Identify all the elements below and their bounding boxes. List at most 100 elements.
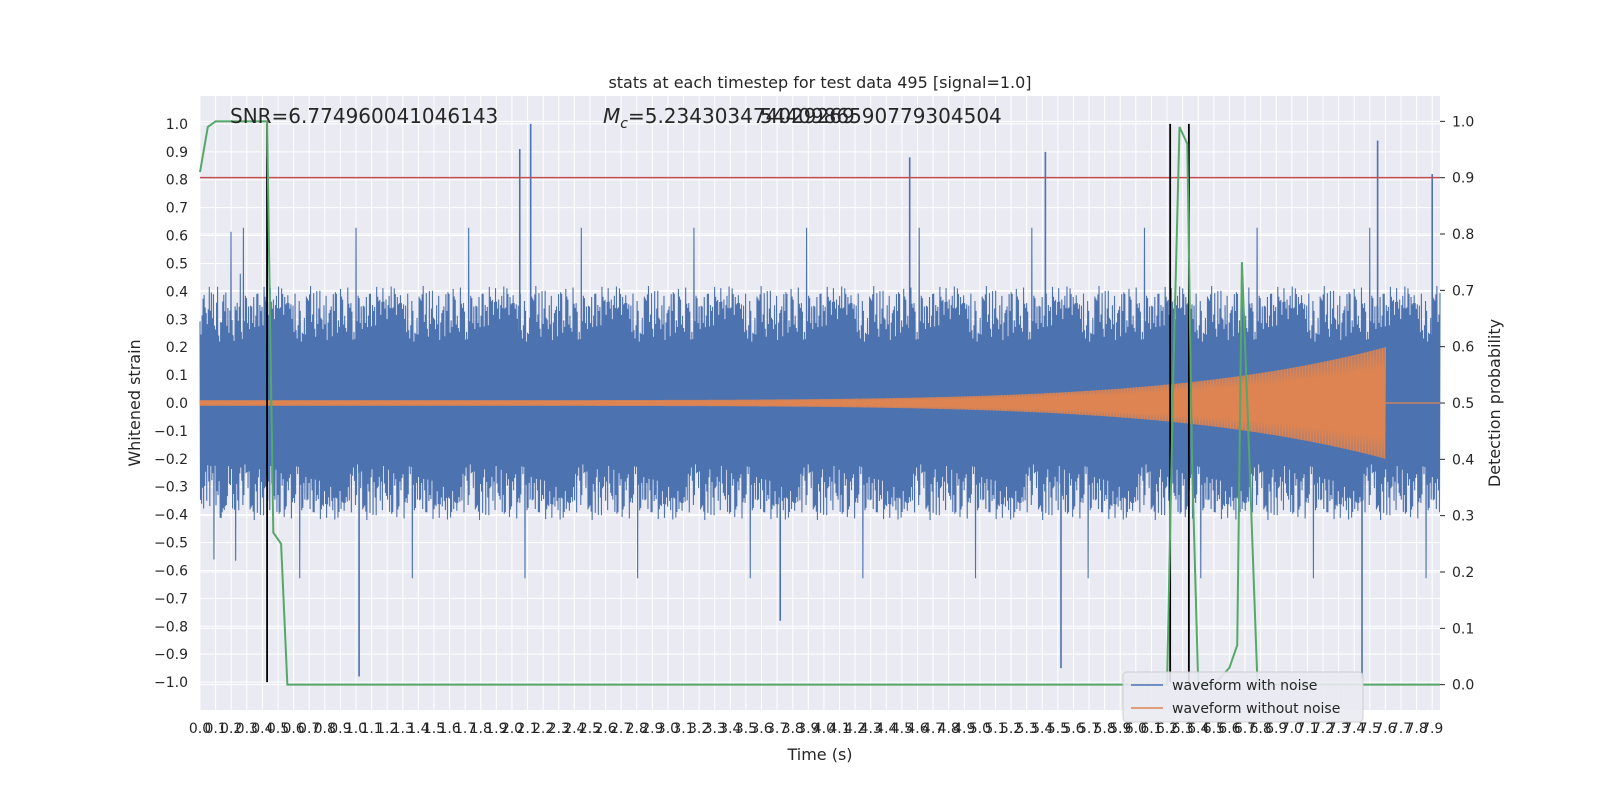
y-tick-label: 0.3 — [166, 312, 188, 328]
x-tick-label: 3.9 — [797, 721, 819, 737]
noise-waveform-line — [199, 227, 1441, 579]
y-tick-label: −0.1 — [154, 424, 188, 440]
x-tick-label: 3.0 — [657, 721, 679, 737]
x-tick-label: 0.5 — [267, 721, 289, 737]
x-tick-label: 7.0 — [1281, 721, 1303, 737]
y-tick-label: 0.0 — [166, 396, 188, 412]
x-tick-label: 4.3 — [860, 721, 882, 737]
x-tick-label: 6.9 — [1265, 721, 1287, 737]
x-tick-label: 4.1 — [828, 721, 850, 737]
x-tick-label: 2.0 — [501, 721, 523, 737]
y2-tick-label: 0.9 — [1452, 171, 1474, 187]
probability-series-layer — [199, 120, 1440, 686]
x-tick-label: 5.9 — [1109, 721, 1131, 737]
x-tick-label: 7.5 — [1359, 721, 1381, 737]
x-tick-label: 1.2 — [376, 721, 398, 737]
y-tick-label: −0.8 — [154, 619, 188, 635]
y-tick-label: −0.5 — [154, 536, 188, 552]
x-tick-label: 0.4 — [251, 721, 273, 737]
x-tick-label: 4.8 — [938, 721, 960, 737]
x-tick-label: 7.8 — [1405, 721, 1427, 737]
x-tick-label: 5.2 — [1000, 721, 1022, 737]
x-tick-label: 6.2 — [1156, 721, 1178, 737]
y-tick-label: 0.1 — [166, 368, 188, 384]
x-tick-label: 2.8 — [626, 721, 648, 737]
y2-tick-label: 0.7 — [1452, 283, 1474, 299]
y-tick-label: 0.5 — [166, 256, 188, 272]
x-tick-label: 5.3 — [1016, 721, 1038, 737]
x-tick-label: 7.6 — [1374, 721, 1396, 737]
legend: waveform with noise waveform without noi… — [1122, 671, 1364, 723]
y-tick-label: −0.4 — [154, 508, 188, 524]
mc-subscript: c — [620, 116, 628, 132]
x-tick-label: 7.4 — [1343, 721, 1365, 737]
y2-tick-label: 0.6 — [1452, 340, 1474, 356]
legend-box — [1122, 671, 1364, 723]
x-tick-label: 6.5 — [1203, 721, 1225, 737]
y-tick-label: −0.3 — [154, 480, 188, 496]
x-tick-label: 2.7 — [610, 721, 632, 737]
x-tick-label: 0.2 — [220, 721, 242, 737]
x-tick-label: 3.7 — [766, 721, 788, 737]
x-tick-label: 2.1 — [516, 721, 538, 737]
x-tick-label: 0.0 — [189, 721, 211, 737]
x-tick-label: 4.9 — [953, 721, 975, 737]
x-tick-label: 5.8 — [1094, 721, 1116, 737]
x-tick-label: 2.9 — [641, 721, 663, 737]
x-tick-label: 0.1 — [204, 721, 226, 737]
y-tick-label: 0.9 — [166, 145, 188, 161]
x-tick-label: 2.3 — [548, 721, 570, 737]
y-tick-label: 0.6 — [166, 229, 188, 245]
y-tick-label: −0.2 — [154, 452, 188, 468]
mc-value: =5.234303474029269 — [628, 104, 855, 128]
y2-tick-label: 0.8 — [1452, 227, 1474, 243]
x-tick-label: 3.1 — [672, 721, 694, 737]
x-tick-label: 0.7 — [298, 721, 320, 737]
x-tick-label: 0.8 — [314, 721, 336, 737]
x-tick-label: 6.1 — [1140, 721, 1162, 737]
x-tick-label: 3.5 — [735, 721, 757, 737]
x-tick-label: 5.5 — [1047, 721, 1069, 737]
y2-tick-label: 0.1 — [1452, 621, 1474, 637]
mc-symbol: M — [603, 104, 620, 128]
x-tick-label: 5.0 — [969, 721, 991, 737]
x-tick-label: 0.9 — [329, 721, 351, 737]
y2-tick-label: 0.5 — [1452, 396, 1474, 412]
x-tick-label: 3.2 — [688, 721, 710, 737]
x-tick-label: 6.4 — [1187, 721, 1209, 737]
y-tick-label: −0.9 — [154, 647, 188, 663]
y-tick-label: 0.8 — [166, 173, 188, 189]
x-tick-label: 4.2 — [844, 721, 866, 737]
x-tick-label: 0.6 — [282, 721, 304, 737]
snr-annotation: SNR=6.774960041046143 — [230, 104, 498, 128]
x-tick-label: 6.8 — [1249, 721, 1271, 737]
x-tick-label: 1.7 — [454, 721, 476, 737]
tick-labels: 0.00.10.20.30.40.50.60.70.80.91.01.11.21… — [154, 114, 1474, 737]
x-tick-label: 6.7 — [1234, 721, 1256, 737]
chart-title: stats at each timestep for test data 495… — [608, 73, 1031, 92]
y2-tick-label: 0.2 — [1452, 565, 1474, 581]
x-tick-label: 4.6 — [906, 721, 928, 737]
x-tick-label: 4.5 — [891, 721, 913, 737]
chirp-mass-annotation: Mc=5.234303474029269 — [603, 104, 855, 132]
x-tick-label: 7.3 — [1327, 721, 1349, 737]
x-axis-label: Time (s) — [786, 745, 852, 764]
x-tick-label: 6.6 — [1218, 721, 1240, 737]
y2-tick-label: 0.4 — [1452, 452, 1474, 468]
y-tick-label: 0.2 — [166, 340, 188, 356]
x-tick-label: 7.1 — [1296, 721, 1318, 737]
x-tick-label: 2.4 — [563, 721, 585, 737]
x-tick-label: 7.7 — [1390, 721, 1412, 737]
x-tick-label: 4.4 — [875, 721, 897, 737]
overlapping-annotation: 5440986590779304504 — [760, 104, 1002, 128]
x-tick-label: 1.4 — [407, 721, 429, 737]
x-tick-label: 5.4 — [1031, 721, 1053, 737]
x-tick-label: 7.2 — [1312, 721, 1334, 737]
y2-tick-label: 0.0 — [1452, 678, 1474, 694]
y2-tick-label: 0.3 — [1452, 509, 1474, 525]
y-tick-label: 1.0 — [166, 117, 188, 133]
x-tick-label: 6.0 — [1125, 721, 1147, 737]
x-tick-label: 1.6 — [438, 721, 460, 737]
y2-axis-label: Detection probability — [1485, 319, 1504, 487]
